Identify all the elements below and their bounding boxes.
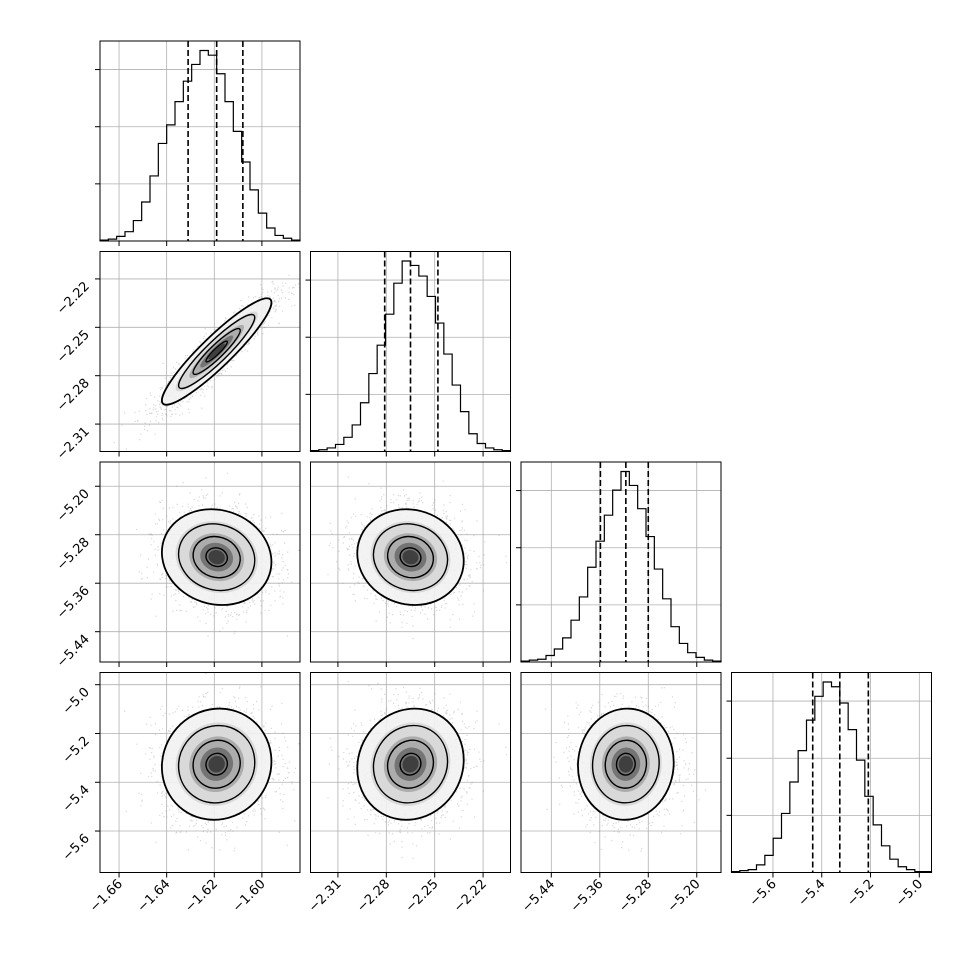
- panel-frame: [99, 40, 301, 242]
- scatter-points: [544, 687, 707, 852]
- contour-line-1: [386, 535, 435, 579]
- y-tick-label: −5.4: [60, 782, 93, 815]
- contour-line-0: [399, 752, 422, 776]
- y-tick-label: −5.0: [60, 685, 93, 718]
- y-tick-label: −5.28: [54, 535, 93, 574]
- contour-line-0: [205, 340, 229, 363]
- histogram-panel-3: [726, 672, 933, 878]
- y-tick-label: −5.20: [54, 486, 93, 525]
- contour-line-2: [591, 724, 660, 804]
- contour-line-2: [177, 313, 256, 390]
- contour-line-1: [386, 739, 435, 789]
- y-tick-label: −5.2: [60, 734, 93, 767]
- x-tick-label: −2.31: [306, 877, 345, 916]
- x-tick-label: −1.60: [230, 877, 269, 916]
- x-tick-label: −5.4: [796, 877, 829, 910]
- density-fill-4: [208, 549, 225, 565]
- contour-line-3: [356, 508, 465, 606]
- panel-frame: [520, 461, 722, 663]
- contour-line-0: [615, 752, 636, 776]
- y-tick-label: −5.44: [54, 632, 93, 671]
- contour-line-3: [161, 297, 273, 406]
- density-panel-2-1: [310, 461, 511, 667]
- panel-frame: [99, 251, 301, 452]
- histogram-step: [730, 681, 933, 873]
- y-tick-label: −5.6: [60, 831, 93, 864]
- x-tick-label: −1.62: [182, 877, 221, 916]
- panel-content: [100, 462, 300, 662]
- contour-line-2: [372, 523, 449, 592]
- contour-line-0: [399, 547, 422, 568]
- panel-frame: [99, 461, 301, 663]
- y-tick-label: −2.28: [54, 376, 93, 415]
- density-panel-3-1: [310, 672, 511, 878]
- contour-line-3: [161, 508, 273, 606]
- panel-frame: [310, 672, 511, 873]
- histogram-panel-0: [95, 40, 301, 246]
- contour-line-2: [372, 724, 449, 804]
- x-tick-label: −2.28: [354, 877, 393, 916]
- contour-line-0: [205, 752, 229, 776]
- x-tick-label: −2.22: [451, 877, 490, 916]
- contour-line-3: [161, 707, 273, 821]
- x-tick-label: −5.2: [844, 877, 877, 910]
- density-panel-2-0: [95, 461, 301, 667]
- panel-content: [310, 672, 511, 873]
- contour-line-2: [177, 724, 256, 804]
- histogram-panel-2: [516, 461, 722, 667]
- density-fill-4: [208, 755, 225, 773]
- density-panel-3-0: [95, 672, 301, 878]
- contour-line-1: [604, 739, 648, 789]
- contour-line-1: [192, 739, 241, 789]
- y-tick-label: −2.31: [54, 424, 93, 463]
- panel-frame: [310, 461, 511, 663]
- x-tick-label: −5.0: [893, 877, 926, 910]
- x-tick-label: −2.25: [403, 877, 442, 916]
- x-tick-label: −1.66: [87, 877, 126, 916]
- x-tick-label: −1.64: [135, 877, 174, 916]
- density-panel-3-2: [520, 672, 722, 878]
- contour-line-0: [205, 547, 229, 568]
- y-tick-label: −2.25: [54, 328, 93, 367]
- density-fill-4: [208, 343, 225, 360]
- panel-frame: [310, 251, 511, 452]
- panel-frame: [99, 672, 301, 873]
- panel-frame: [731, 672, 932, 873]
- contour-line-3: [577, 707, 675, 821]
- x-tick-label: −5.44: [519, 877, 558, 916]
- y-tick-label: −2.22: [54, 279, 93, 318]
- density-fill-4: [618, 755, 634, 773]
- x-tick-label: −5.28: [616, 877, 655, 916]
- histogram-step: [99, 49, 301, 241]
- x-tick-label: −5.20: [665, 877, 704, 916]
- contour-line-3: [356, 707, 465, 821]
- panel-content: [310, 462, 511, 662]
- panel-content: [100, 251, 300, 452]
- density-fill-4: [402, 755, 419, 773]
- contour-line-1: [192, 535, 241, 579]
- panel-content: [100, 672, 300, 873]
- panel-frame: [520, 672, 722, 873]
- contour-line-2: [177, 523, 256, 592]
- x-tick-label: −5.6: [747, 877, 780, 910]
- histogram-panel-1: [305, 251, 512, 457]
- histogram-step: [520, 470, 722, 662]
- y-tick-label: −5.36: [54, 583, 93, 622]
- density-fill-4: [402, 549, 419, 565]
- contour-line-1: [192, 327, 241, 376]
- density-panel-1-0: [95, 251, 301, 457]
- panel-content: [521, 672, 721, 873]
- x-tick-label: −5.36: [568, 877, 607, 916]
